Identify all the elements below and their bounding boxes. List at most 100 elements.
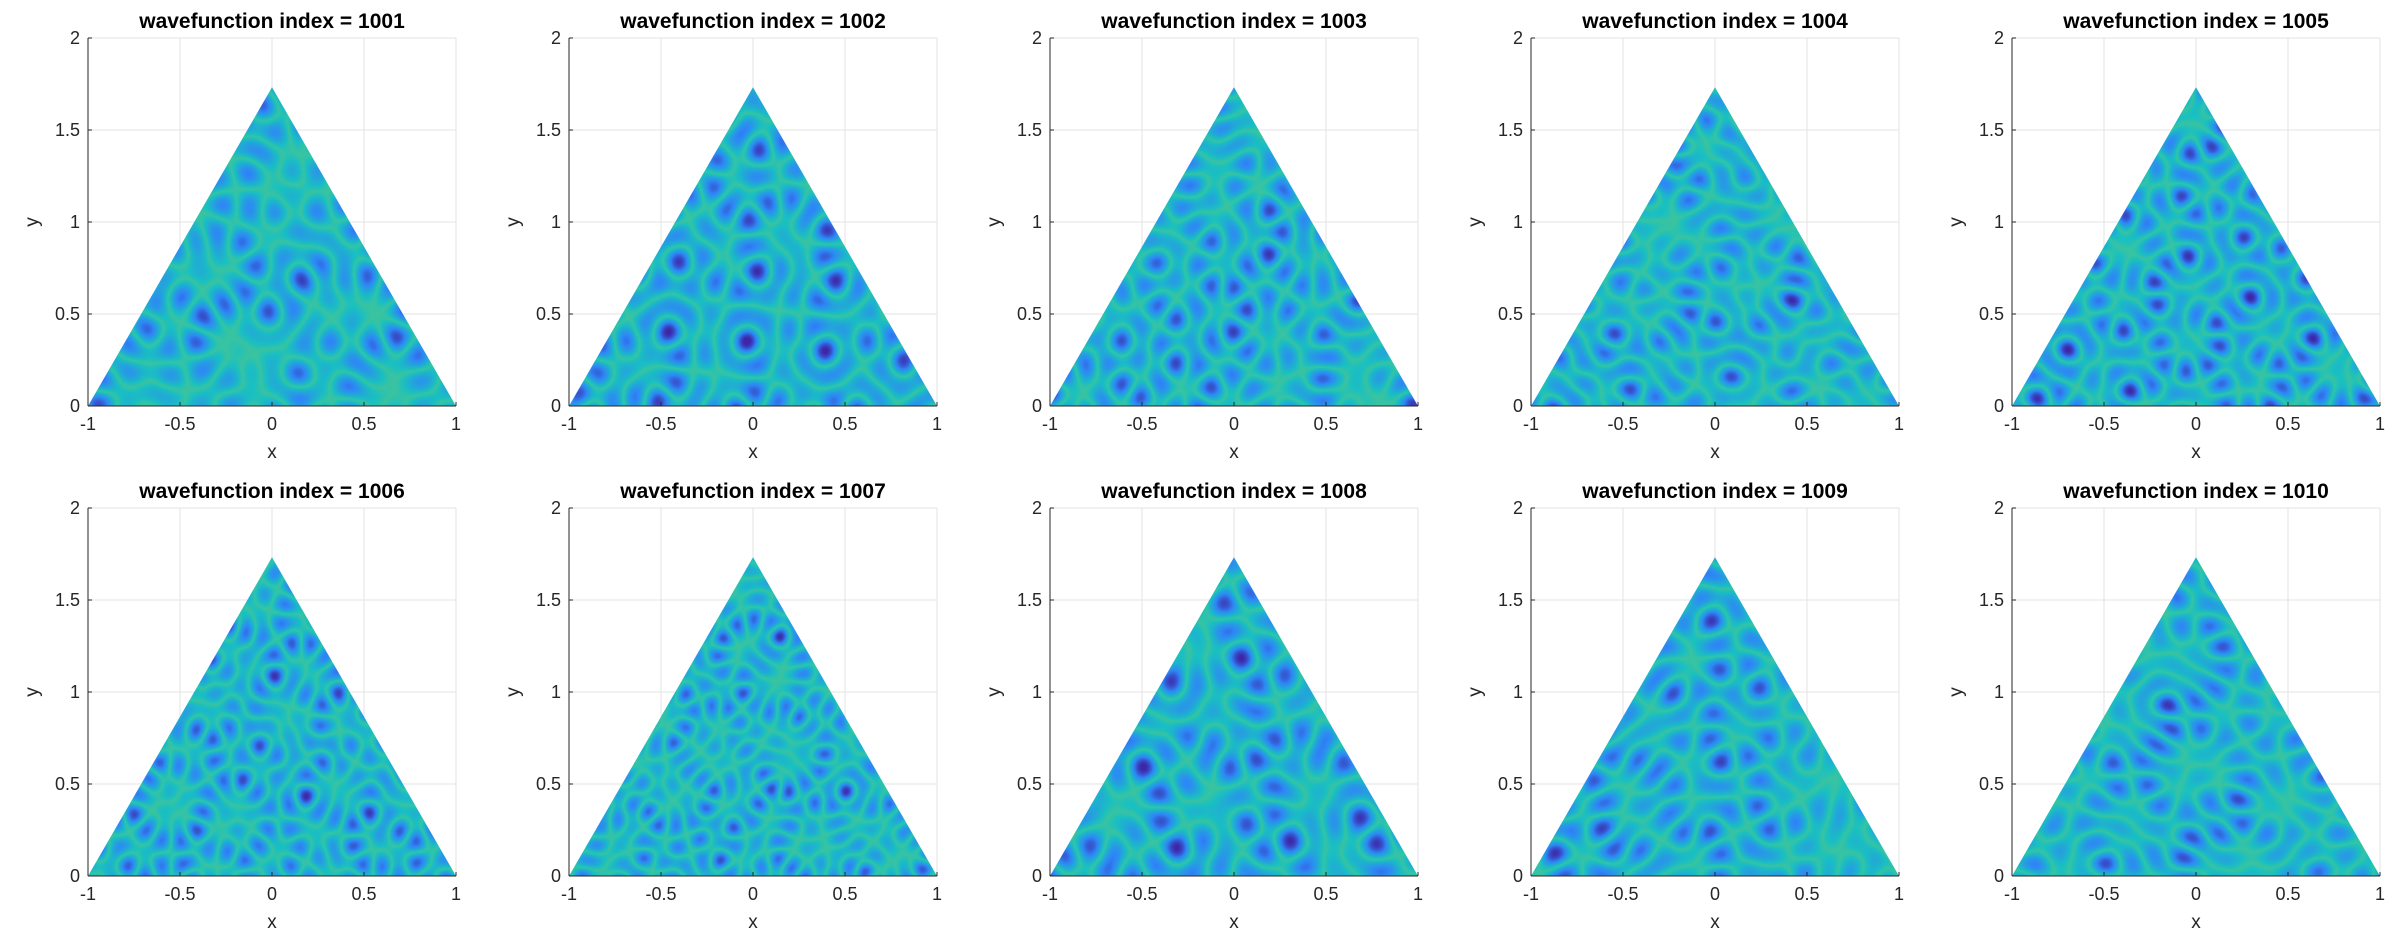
y-tick-label: 2 [1513,498,1523,518]
subplot-title: wavefunction index = 1006 [138,480,405,503]
y-axis-label: y [984,687,1005,697]
x-tick-label: 1 [1894,414,1904,434]
subplot-title: wavefunction index = 1004 [1581,10,1848,33]
x-tick-label: 1 [451,884,461,904]
y-axis-label: y [984,217,1005,227]
x-tick-label: 1 [451,414,461,434]
y-tick-label: 0.5 [1498,304,1523,324]
x-tick-label: -0.5 [2088,884,2119,904]
y-tick-label: 2 [70,498,80,518]
x-axis-label: x [1229,442,1239,463]
y-tick-label: 0.5 [536,774,561,794]
subplot-1008: wavefunction index = 1008 -1 -0.5 0 0.5 1 0 0.5… [984,480,1423,933]
subplot-1002: wavefunction index = 1002 -1 -0.5 0 0.5 1 0 0.5… [503,10,942,463]
y-tick-label: 2 [1513,28,1523,48]
y-tick-label: 0.5 [536,304,561,324]
x-tick-label: -1 [1042,414,1058,434]
x-axis-label: x [1710,442,1720,463]
y-tick-label: 2 [1994,498,2004,518]
x-tick-label: 0.5 [351,414,376,434]
y-tick-label: 1 [1513,682,1523,702]
x-tick-label: 1 [1894,884,1904,904]
x-tick-label: 0 [2191,884,2201,904]
y-tick-label: 1.5 [536,590,561,610]
y-tick-label: 0 [1513,866,1523,886]
x-axis-label: x [748,442,758,463]
x-tick-label: 1 [2375,414,2385,434]
y-tick-label: 2 [70,28,80,48]
x-axis-label: x [2191,912,2201,933]
x-tick-label: 0.5 [351,884,376,904]
y-tick-label: 1 [70,682,80,702]
x-tick-label: 0 [748,884,758,904]
y-tick-label: 1 [551,682,561,702]
x-axis-label: x [1229,912,1239,933]
y-tick-label: 1 [1513,212,1523,232]
x-tick-label: -0.5 [164,414,195,434]
y-tick-label: 1 [70,212,80,232]
x-tick-label: -0.5 [1126,414,1157,434]
x-tick-label: 1 [2375,884,2385,904]
x-tick-label: -0.5 [1126,884,1157,904]
y-tick-label: 2 [1032,498,1042,518]
x-tick-label: -1 [1042,884,1058,904]
x-tick-label: -1 [80,884,96,904]
y-tick-label: 1 [551,212,561,232]
x-tick-label: 0.5 [2275,884,2300,904]
subplot-1003: wavefunction index = 1003 -1 -0.5 0 0.5 1 0 0.5… [984,10,1423,463]
x-tick-label: -1 [80,414,96,434]
subplot-1010: wavefunction index = 1010 -1 -0.5 0 0.5 1 0 0.5… [1946,480,2385,933]
y-tick-label: 0 [1032,396,1042,416]
subplot-title: wavefunction index = 1007 [619,480,886,503]
x-tick-label: 0.5 [1794,884,1819,904]
y-axis-label: y [22,217,43,227]
subplot-title: wavefunction index = 1010 [2062,480,2329,503]
y-tick-label: 1.5 [1017,120,1042,140]
y-tick-label: 1.5 [536,120,561,140]
subplot-1005: wavefunction index = 1005 -1 -0.5 0 0.5 1 0 0.5… [1946,10,2385,463]
x-tick-label: -1 [1523,884,1539,904]
x-axis-label: x [267,442,277,463]
x-tick-label: 1 [1413,414,1423,434]
x-tick-label: -0.5 [2088,414,2119,434]
y-tick-label: 2 [1032,28,1042,48]
y-tick-label: 2 [551,498,561,518]
y-tick-label: 1.5 [1017,590,1042,610]
subplot-1004: wavefunction index = 1004 -1 -0.5 0 0.5 1 0 0.5… [1465,10,1904,463]
y-axis-label: y [22,687,43,697]
y-tick-label: 2 [551,28,561,48]
x-tick-label: -0.5 [645,884,676,904]
x-tick-label: 1 [932,414,942,434]
y-tick-label: 0 [1032,866,1042,886]
y-tick-label: 0 [1513,396,1523,416]
y-tick-label: 0 [1994,866,2004,886]
y-tick-label: 0.5 [55,304,80,324]
subplot-title: wavefunction index = 1005 [2062,10,2329,33]
y-tick-label: 1.5 [1979,590,2004,610]
subplot-title: wavefunction index = 1002 [619,10,886,33]
x-tick-label: 0 [267,884,277,904]
y-tick-label: 1 [1032,682,1042,702]
y-tick-label: 0.5 [1498,774,1523,794]
x-tick-label: -1 [1523,414,1539,434]
subplot-title: wavefunction index = 1008 [1100,480,1367,503]
x-tick-label: -0.5 [1607,414,1638,434]
y-axis-label: y [1946,217,1967,227]
y-tick-label: 1.5 [55,120,80,140]
x-tick-label: -1 [2004,884,2020,904]
y-tick-label: 0.5 [1017,774,1042,794]
x-tick-label: 0.5 [2275,414,2300,434]
x-tick-label: 1 [1413,884,1423,904]
y-tick-label: 0.5 [55,774,80,794]
y-tick-label: 0 [1994,396,2004,416]
x-axis-label: x [267,912,277,933]
subplot-title: wavefunction index = 1003 [1100,10,1367,33]
x-tick-label: 0 [1229,884,1239,904]
x-tick-label: -0.5 [164,884,195,904]
y-tick-label: 1 [1994,682,2004,702]
y-tick-label: 1.5 [1498,120,1523,140]
y-tick-label: 1 [1994,212,2004,232]
y-tick-label: 0 [551,396,561,416]
